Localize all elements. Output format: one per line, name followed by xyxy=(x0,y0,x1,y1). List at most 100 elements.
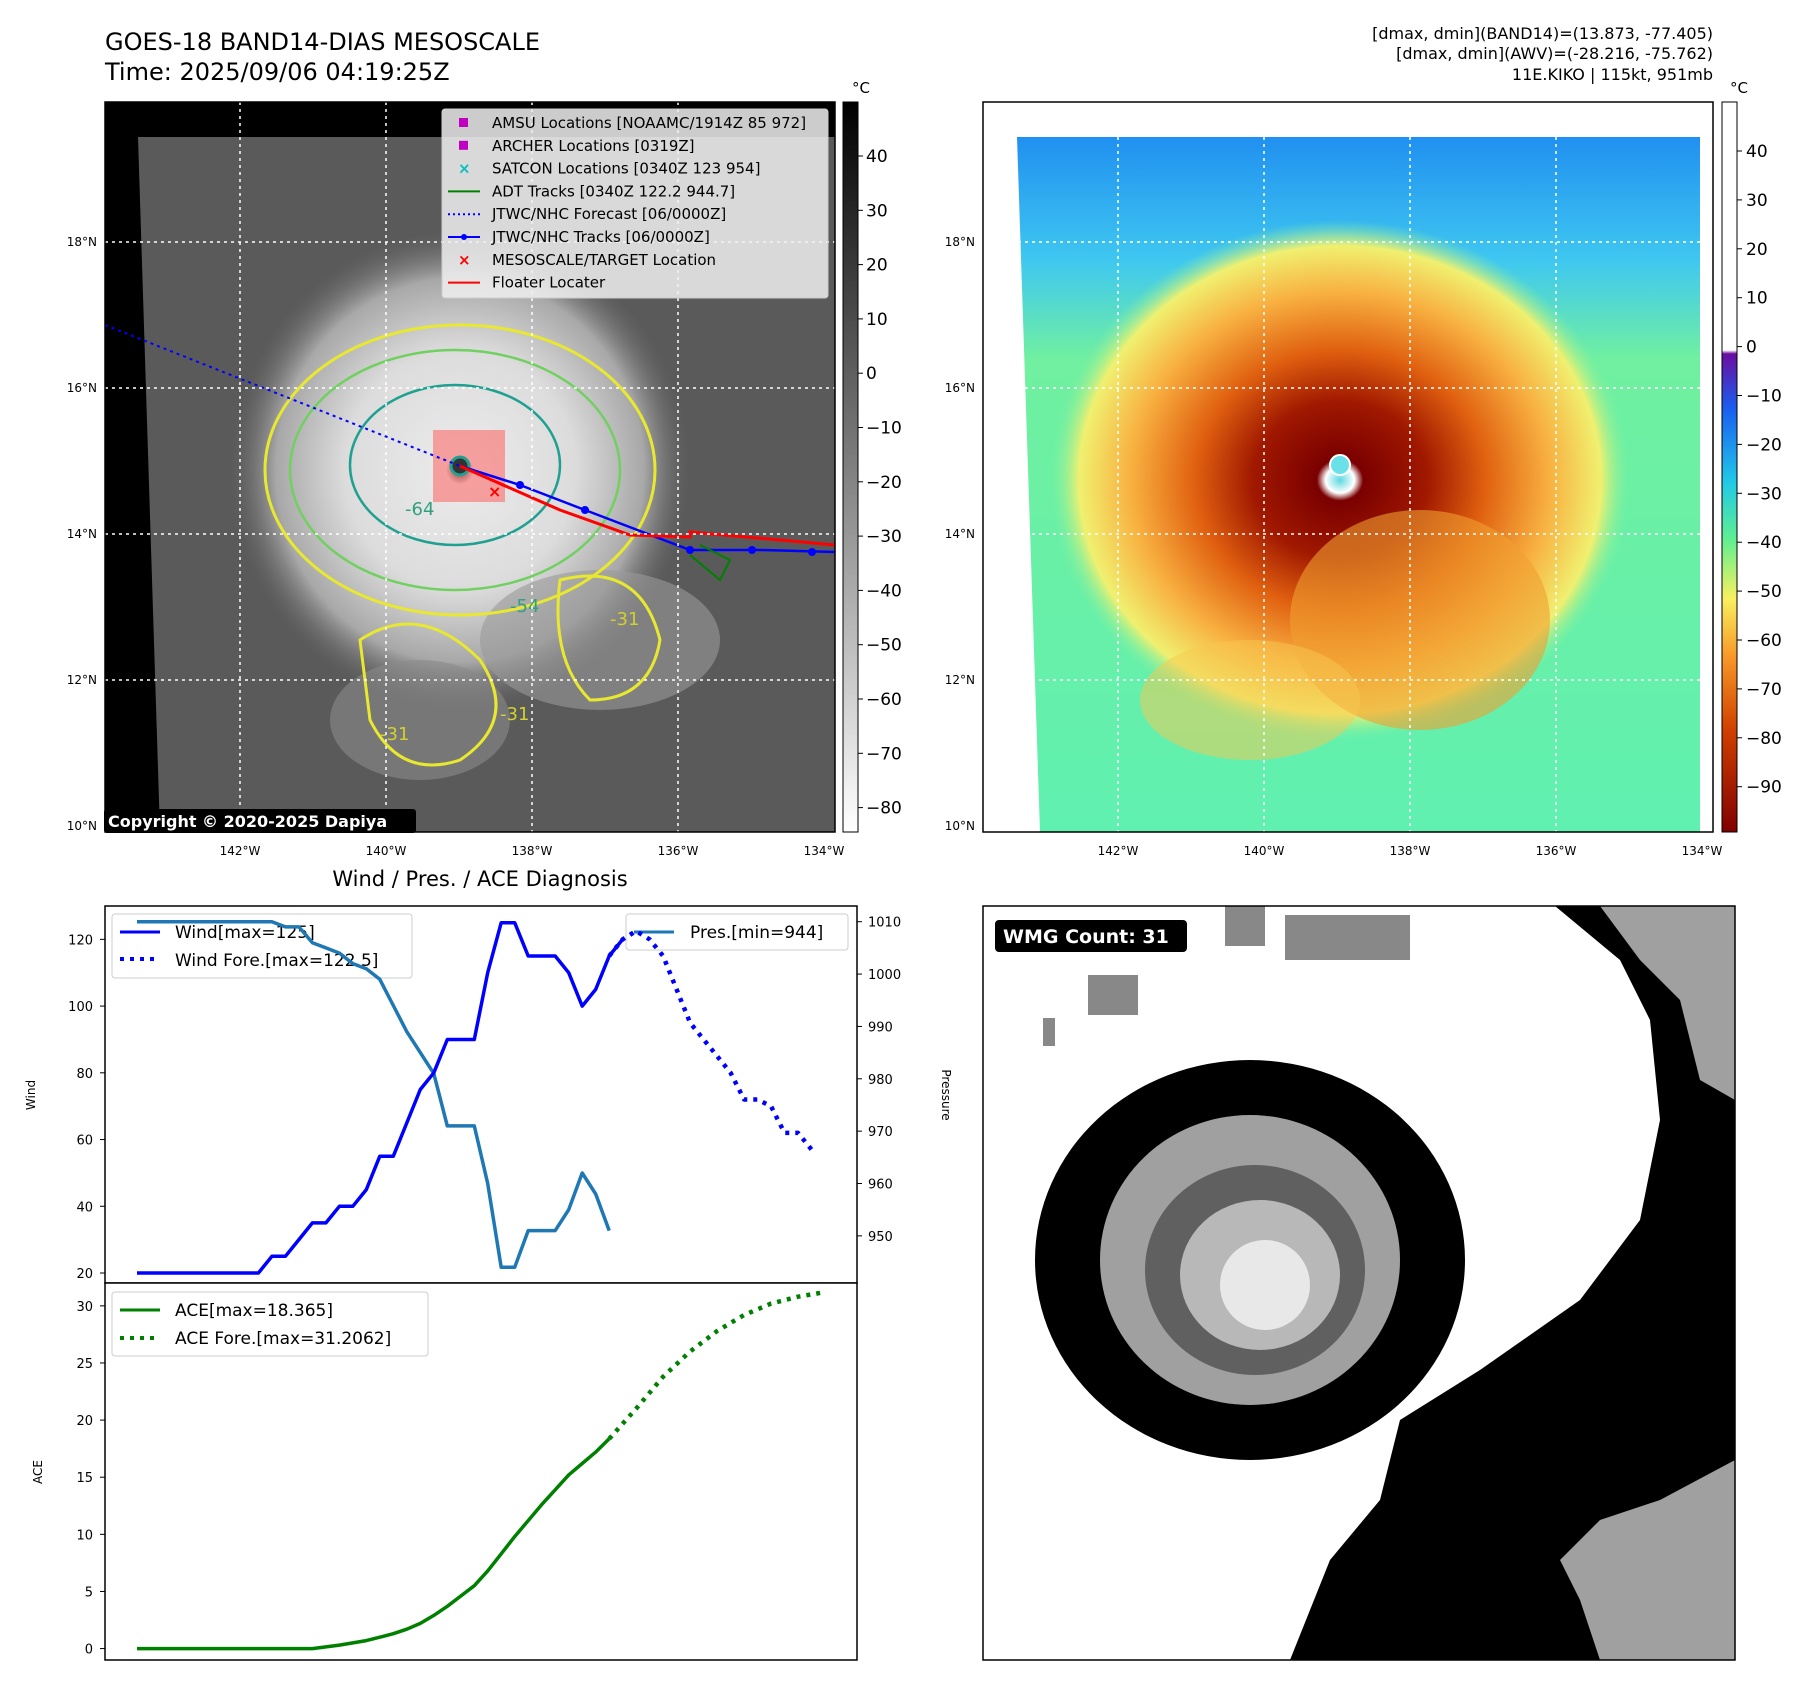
legend-square-marker xyxy=(459,118,468,127)
ir-contour-mid xyxy=(288,348,622,592)
pressure-axis-label: Pressure xyxy=(939,1069,953,1120)
colorbar-tick-label: 0 xyxy=(866,364,877,384)
colorbar-tick-label: −30 xyxy=(866,527,902,547)
ir-colorbar xyxy=(842,101,859,833)
colorbar-tick-label: −10 xyxy=(1746,387,1782,407)
contour-label: -64 xyxy=(405,499,434,520)
best-track-line xyxy=(459,464,835,554)
figure-title: GOES-18 BAND14-DIAS MESOSCALE xyxy=(105,28,540,56)
best-track-point xyxy=(581,506,589,514)
colorbar-tick-label: −40 xyxy=(1746,533,1782,553)
legend-label: Floater Locater xyxy=(492,274,606,292)
wind-tick-label: 120 xyxy=(68,933,93,948)
lat-tick-label: 16°N xyxy=(945,381,975,395)
lat-tick-label: 10°N xyxy=(67,819,97,833)
contour-label: -31 xyxy=(610,609,639,630)
series-line xyxy=(137,1437,611,1651)
lat-tick-label: 16°N xyxy=(67,381,97,395)
legend-dot-marker xyxy=(461,234,467,240)
legend-entry: ADT Tracks [0340Z 122.2 944.7] xyxy=(448,182,735,200)
wmg-panel xyxy=(983,906,1735,1660)
legend-label: MESOSCALE/TARGET Location xyxy=(492,251,716,269)
lon-tick-label: 136°W xyxy=(658,844,699,858)
series-forecast-line xyxy=(607,1289,826,1441)
contour-label: -31 xyxy=(500,704,529,725)
legend-x-marker: × xyxy=(458,251,471,269)
wv-colorbar-unit: °C xyxy=(1730,79,1748,97)
lat-tick-label: 12°N xyxy=(67,673,97,687)
legend-x-marker: × xyxy=(458,160,471,178)
wmg-block xyxy=(1285,915,1410,960)
lon-tick-label: 136°W xyxy=(1536,844,1577,858)
colorbar-tick-label: −80 xyxy=(1746,729,1782,749)
colorbar-tick-label: −10 xyxy=(866,419,902,439)
legend-label: SATCON Locations [0340Z 123 954] xyxy=(492,160,760,178)
wind-forecast-legend-label: Wind Fore.[max=122.5] xyxy=(175,951,378,971)
floater-locater-line xyxy=(459,464,835,547)
lon-tick-label: 134°W xyxy=(1682,844,1723,858)
ace-tick-label: 20 xyxy=(76,1414,93,1429)
lat-tick-label: 14°N xyxy=(67,527,97,541)
colorbar-tick-label: −90 xyxy=(1746,778,1782,798)
colorbar-tick-label: 40 xyxy=(866,147,888,167)
pressure-tick-label: 960 xyxy=(868,1178,893,1193)
lon-tick-label: 142°W xyxy=(220,844,261,858)
colorbar-tick-label: 30 xyxy=(1746,191,1768,211)
legend-entry: ARCHER Locations [0319Z] xyxy=(459,137,695,155)
ace-tick-label: 0 xyxy=(85,1643,93,1658)
ir-contour-southeast xyxy=(556,574,662,702)
legend-entry: Floater Locater xyxy=(448,274,606,292)
pressure-tick-label: 950 xyxy=(868,1230,893,1245)
contour-label: -54 xyxy=(510,596,539,617)
wv-storm-eye xyxy=(1329,454,1351,476)
legend-square-marker xyxy=(459,140,468,150)
lon-tick-label: 140°W xyxy=(1244,844,1285,858)
ir-contour-inner xyxy=(348,383,562,547)
ace-tick-label: 25 xyxy=(76,1357,93,1372)
ace-legend: ACE[max=18.365] ACE Fore.[max=31.2062] xyxy=(111,1291,429,1357)
pressure-legend-label: Pres.[min=944] xyxy=(690,923,823,943)
lat-tick-label: 12°N xyxy=(945,673,975,687)
colorbar-tick-label: −50 xyxy=(1746,582,1782,602)
wind-tick-label: 40 xyxy=(76,1200,93,1215)
colorbar-tick-label: 40 xyxy=(1746,142,1768,162)
wv-map-panel xyxy=(983,102,1713,832)
best-track-point xyxy=(748,546,756,554)
colorbar-tick-label: 10 xyxy=(1746,289,1768,309)
wmg-gray-region-top xyxy=(1600,906,1735,1100)
series-line xyxy=(137,920,624,1275)
legend-entry: JTWC/NHC Forecast [06/0000Z] xyxy=(448,205,726,223)
forecast-track-line xyxy=(105,324,461,467)
wmg-count-label: WMG Count: 31 xyxy=(1003,926,1169,948)
copyright-label: Copyright © 2020-2025 Dapiya xyxy=(108,812,387,831)
legend-label: AMSU Locations [NOAAMC/1914Z 85 972] xyxy=(492,114,806,132)
best-track-point xyxy=(686,546,694,554)
wmg-block xyxy=(1043,1018,1055,1046)
ace-tick-label: 5 xyxy=(85,1585,93,1600)
legend-label: JTWC/NHC Tracks [06/0000Z] xyxy=(491,228,710,246)
pressure-legend: Pres.[min=944] xyxy=(625,913,849,951)
info-line-2: [dmax, dmin](AWV)=(-28.216, -75.762) xyxy=(1396,44,1713,63)
ir-contour-outer xyxy=(263,323,657,617)
wv-colorbar xyxy=(1721,101,1738,833)
ir-colorbar-unit: °C xyxy=(852,79,870,97)
colorbar-tick-label: −60 xyxy=(1746,631,1782,651)
wind-axis-label: Wind xyxy=(24,1080,38,1110)
legend-label: JTWC/NHC Forecast [06/0000Z] xyxy=(491,205,726,223)
ace-forecast-legend-label: ACE Fore.[max=31.2062] xyxy=(175,1329,391,1349)
legend-entry: × MESOSCALE/TARGET Location xyxy=(458,251,716,269)
colorbar-tick-label: −20 xyxy=(1746,435,1782,455)
ace-legend-label: ACE[max=18.365] xyxy=(175,1301,333,1321)
colorbar-tick-label: 20 xyxy=(1746,240,1768,260)
lon-tick-label: 134°W xyxy=(804,844,845,858)
wind-tick-label: 20 xyxy=(76,1267,93,1282)
wmg-eye xyxy=(1220,1240,1310,1330)
legend-entry: JTWC/NHC Tracks [06/0000Z] xyxy=(448,228,710,246)
colorbar-tick-label: −20 xyxy=(866,473,902,493)
pressure-tick-label: 980 xyxy=(868,1073,893,1088)
pressure-tick-label: 1010 xyxy=(868,916,901,931)
info-line-3: 11E.KIKO | 115kt, 951mb xyxy=(1512,65,1713,84)
best-track-point xyxy=(516,481,524,489)
wmg-black-region xyxy=(1290,906,1735,1660)
